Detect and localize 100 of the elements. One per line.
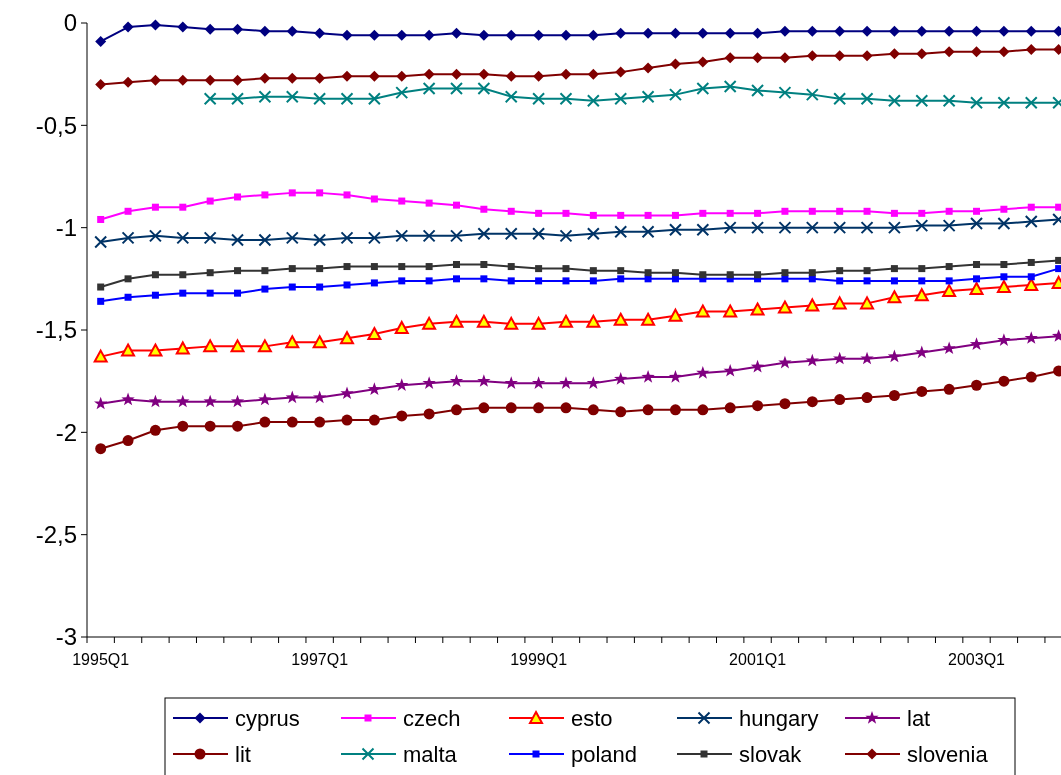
point xyxy=(532,227,546,241)
point xyxy=(641,312,656,326)
point xyxy=(1055,203,1061,211)
point xyxy=(341,414,353,426)
point xyxy=(589,267,597,275)
x-tick-label: 1997Q1 xyxy=(291,651,349,668)
point xyxy=(997,217,1011,231)
point xyxy=(613,312,628,326)
point xyxy=(750,359,765,373)
point xyxy=(206,289,214,297)
point xyxy=(535,277,543,285)
point xyxy=(95,78,107,90)
point xyxy=(562,265,570,273)
point xyxy=(918,265,926,273)
point xyxy=(316,283,324,291)
point xyxy=(617,275,625,283)
point xyxy=(286,25,298,37)
point xyxy=(422,376,436,389)
point xyxy=(121,392,135,406)
point xyxy=(836,267,844,275)
point xyxy=(507,263,515,271)
point xyxy=(586,94,600,108)
point xyxy=(724,402,736,414)
point xyxy=(562,209,570,217)
point xyxy=(395,86,409,100)
point xyxy=(340,231,354,245)
point xyxy=(288,265,296,273)
point xyxy=(997,333,1011,346)
point xyxy=(258,392,272,406)
point xyxy=(1027,258,1035,266)
point xyxy=(179,271,187,279)
point xyxy=(124,293,132,301)
point xyxy=(1055,256,1061,264)
point xyxy=(95,443,107,455)
point xyxy=(149,74,161,86)
point xyxy=(668,88,682,102)
point xyxy=(836,207,844,215)
point xyxy=(341,70,353,82)
point xyxy=(945,207,953,215)
point xyxy=(699,271,707,279)
point xyxy=(425,263,433,271)
point xyxy=(94,235,108,249)
point xyxy=(367,92,381,106)
point xyxy=(234,193,242,201)
point xyxy=(177,74,189,86)
point xyxy=(586,314,601,328)
point xyxy=(641,370,655,383)
point xyxy=(560,402,572,414)
point xyxy=(916,48,928,60)
point xyxy=(203,339,218,353)
point xyxy=(942,341,956,355)
point xyxy=(806,396,818,408)
point xyxy=(206,197,214,205)
point xyxy=(668,223,682,237)
y-tick-label: -1,5 xyxy=(35,316,77,344)
point xyxy=(945,263,953,271)
point xyxy=(504,376,518,389)
point xyxy=(915,219,929,233)
point xyxy=(697,27,709,39)
point xyxy=(562,277,570,285)
point xyxy=(751,84,765,98)
point xyxy=(422,316,437,330)
point xyxy=(887,221,901,235)
legend-label: esto xyxy=(571,706,613,731)
point xyxy=(286,72,298,84)
point xyxy=(971,46,983,58)
point xyxy=(915,345,929,359)
point xyxy=(204,74,216,86)
point xyxy=(945,277,953,285)
point xyxy=(832,296,847,310)
point xyxy=(450,229,463,243)
point xyxy=(752,52,764,64)
legend-label: lat xyxy=(907,706,931,731)
point xyxy=(805,88,819,102)
x-tick-label: 2003Q1 xyxy=(948,651,1006,668)
point xyxy=(587,68,599,80)
point xyxy=(969,282,984,296)
point xyxy=(668,370,683,383)
point xyxy=(451,27,462,39)
point xyxy=(177,420,189,432)
point xyxy=(942,284,957,298)
point xyxy=(258,90,272,104)
point xyxy=(943,25,955,37)
point xyxy=(560,29,572,41)
point xyxy=(642,62,654,74)
point xyxy=(341,29,353,41)
point xyxy=(232,23,244,35)
point xyxy=(1024,96,1038,110)
point xyxy=(615,66,627,78)
point xyxy=(614,225,628,239)
point xyxy=(367,382,382,396)
point xyxy=(860,351,874,365)
point xyxy=(313,92,327,106)
x-tick-label: 1999Q1 xyxy=(510,651,568,668)
point xyxy=(505,29,517,41)
point xyxy=(450,81,463,95)
y-tick-label: 0 xyxy=(63,9,77,37)
point xyxy=(586,376,600,389)
point xyxy=(918,277,926,285)
point xyxy=(805,298,820,312)
